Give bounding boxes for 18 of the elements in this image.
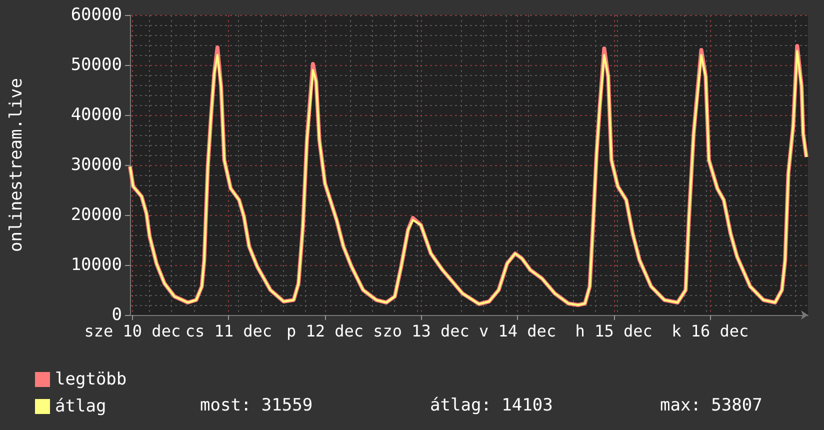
text: most: 31559	[200, 396, 313, 416]
legend-label: átlag	[55, 396, 106, 416]
x-tick-label: h 15 dec	[575, 322, 652, 340]
text: átlag: 14103	[430, 396, 553, 416]
x-tick-label: k 16 dec	[672, 322, 749, 340]
legend-label: legtöbb	[55, 370, 127, 390]
x-tick-label: szo 13 dec	[373, 322, 470, 340]
y-tick-label: 20000	[70, 205, 122, 225]
y-tick-label: 40000	[70, 105, 122, 125]
y-tick-label: 60000	[70, 5, 122, 25]
x-tick-label: v 14 dec	[479, 322, 556, 340]
x-tick-label: cs 11 dec	[185, 322, 272, 340]
y-tick-label: 10000	[70, 255, 122, 275]
y-tick-label: 50000	[70, 55, 122, 75]
y-tick-label: 30000	[70, 155, 122, 175]
text: max: 53807	[660, 396, 762, 416]
y-axis-title: onlinestream.live	[6, 78, 26, 252]
x-tick-label: p 12 dec	[286, 322, 364, 340]
